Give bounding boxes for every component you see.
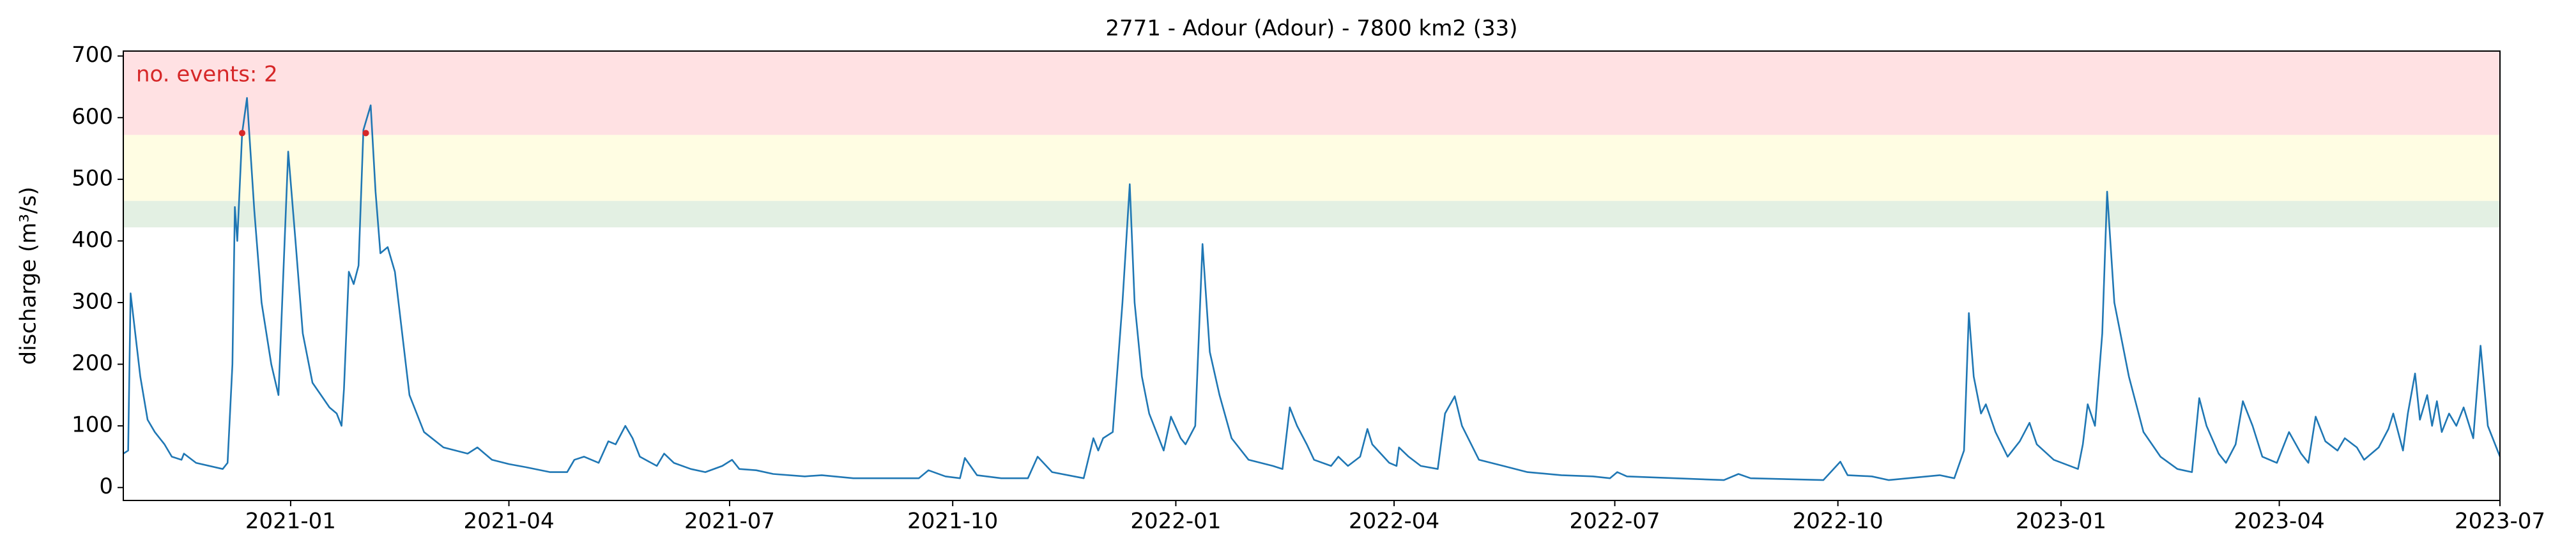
y-tick-label: 700 — [72, 42, 113, 68]
event-point — [362, 130, 369, 137]
x-tick-label: 2023-04 — [2234, 509, 2325, 534]
x-tick-label: 2021-04 — [464, 509, 555, 534]
event-point — [239, 130, 245, 137]
y-axis-label: discharge (m³/s) — [16, 187, 42, 365]
x-tick-label: 2023-07 — [2455, 509, 2545, 534]
y-tick-label: 200 — [72, 350, 113, 376]
x-tick-label: 2022-04 — [1349, 509, 1439, 534]
discharge-line — [123, 97, 2501, 481]
threshold-band — [123, 135, 2500, 201]
y-tick-label: 100 — [72, 412, 113, 438]
y-tick-label: 600 — [72, 104, 113, 130]
x-tick-label: 2021-10 — [907, 509, 998, 534]
plot-frame — [123, 50, 2501, 501]
chart-title: 2771 - Adour (Adour) - 7800 km2 (33) — [1105, 16, 1517, 41]
event-count: no. events: 2 — [136, 62, 278, 87]
y-tick-label: 0 — [99, 474, 113, 499]
threshold-band — [123, 51, 2500, 135]
y-tick-label: 500 — [72, 165, 113, 191]
x-tick-label: 2021-01 — [245, 509, 336, 534]
y-tick-label: 300 — [72, 289, 113, 315]
x-tick-label: 2023-01 — [2016, 509, 2106, 534]
x-tick-label: 2022-10 — [1793, 509, 1883, 534]
threshold-band — [123, 200, 2500, 228]
x-tick-label: 2022-07 — [1569, 509, 1660, 534]
x-tick-label: 2021-07 — [684, 509, 775, 534]
x-tick-label: 2022-01 — [1130, 509, 1221, 534]
y-tick-label: 400 — [72, 227, 113, 253]
